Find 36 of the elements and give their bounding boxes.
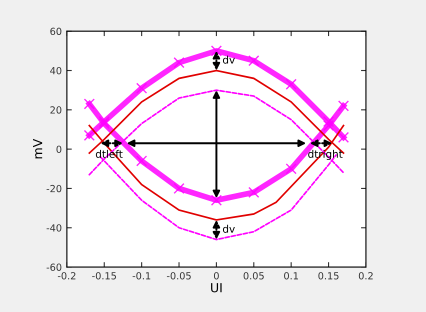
y-tick-label: 20 [50, 106, 62, 114]
x-tick-label: 0.15 [318, 272, 339, 280]
point [286, 163, 297, 174]
point [248, 186, 260, 198]
y-tick-label: -20 [46, 184, 62, 192]
point [338, 132, 350, 143]
y-tick-label: 0 [56, 146, 62, 153]
x-tick-label: 0.1 [284, 272, 298, 280]
x-tick-label: -0.05 [166, 272, 191, 280]
y-tick-label: -40 [46, 224, 62, 232]
point [248, 55, 260, 66]
x-tick-label: 0.2 [358, 272, 373, 280]
point [210, 194, 222, 206]
y-axis-title: mV [33, 138, 42, 158]
point [84, 130, 95, 141]
y-tick-label: 40 [50, 66, 62, 74]
point [338, 100, 350, 112]
point [173, 182, 185, 194]
point [286, 78, 297, 90]
x-tick-label: -0.2 [58, 272, 76, 280]
x-tick-label: -0.1 [132, 272, 150, 280]
y-tick-label: -60 [46, 264, 62, 271]
x-tick-label: 0.05 [244, 272, 264, 280]
y-tick-label: 60 [50, 28, 62, 36]
point [136, 155, 148, 166]
point [210, 45, 222, 56]
x-tick-label: 0 [214, 272, 219, 280]
point [322, 116, 334, 128]
annotation: dv [222, 224, 235, 233]
point [136, 82, 148, 94]
point [173, 57, 185, 68]
point [84, 98, 95, 110]
x-tick-label: -0.15 [92, 272, 116, 280]
annotation: dv [222, 56, 235, 64]
x-axis-title: UI [211, 283, 222, 292]
point [322, 120, 334, 132]
